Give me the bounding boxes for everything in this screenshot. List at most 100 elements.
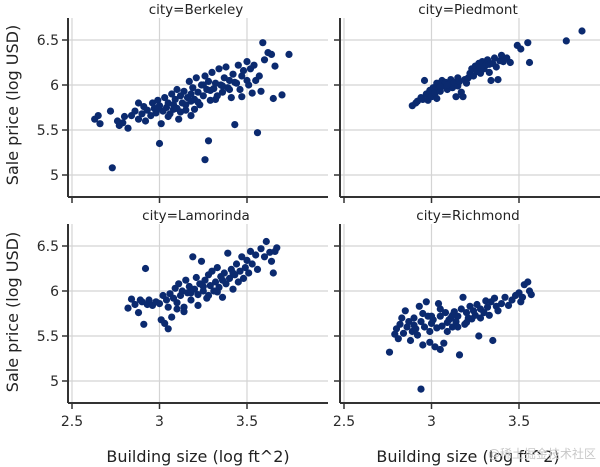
data-point [218,276,227,284]
data-point [525,58,534,67]
data-point [225,85,234,94]
data-point [273,244,281,252]
data-point [517,45,525,53]
data-point [243,76,251,85]
data-point [182,276,190,284]
data-point [443,81,451,89]
data-point [134,115,143,123]
x-axis-title-right: Building size (log ft^2) [376,447,559,466]
data-point [199,92,207,100]
data-point [192,74,200,82]
data-point [185,77,193,85]
data-point [454,74,462,82]
data-point [201,156,209,164]
data-point [490,294,499,302]
data-point [194,98,202,106]
data-point [260,253,269,261]
data-point [138,110,146,118]
data-point [438,322,446,330]
data-point [269,94,277,103]
data-point [148,99,157,107]
data-point [238,253,246,261]
data-point [211,278,220,286]
data-point [106,107,115,115]
data-point [415,302,423,310]
y-axis-title-bottom: Sale price (log USD) [3,232,22,392]
data-point [218,82,227,90]
data-point [241,264,249,272]
data-point [213,264,221,272]
data-point [485,60,493,68]
y-tick-label: 6.5 [37,33,59,49]
panel-piedmont: city=Piedmont [334,2,600,203]
data-point [524,39,532,47]
data-point [215,65,223,73]
x-tick-label: 2.5 [333,414,355,430]
y-tick-label: 5.5 [37,329,59,345]
data-point [422,298,430,306]
data-point [204,137,213,145]
data-point [234,61,242,69]
data-point [224,249,232,257]
x-tick-label: 3.5 [236,414,258,430]
data-point [454,323,462,331]
data-point [155,300,164,308]
data-point [154,96,162,104]
data-point [218,88,227,96]
data-point [243,58,251,66]
data-point [231,121,239,129]
data-point [436,345,444,354]
data-point [211,95,220,103]
data-point [489,336,497,345]
data-point [201,276,209,284]
data-point [119,119,127,127]
data-point [208,68,216,76]
data-point [394,335,402,343]
data-point [476,64,485,72]
data-point [168,313,176,321]
data-point [436,83,444,91]
data-point [189,84,197,92]
data-point [232,260,241,268]
data-point [417,318,425,326]
x-tick-label: 2.5 [61,414,83,430]
data-point [419,341,427,349]
x-axis-title-left: Building size (log ft^2) [106,447,289,466]
data-point [480,309,488,317]
data-point [197,257,206,265]
data-point [431,343,439,351]
data-point [173,305,181,313]
data-point [155,139,164,148]
data-point [405,318,413,326]
data-point [492,63,500,71]
data-point [427,312,436,320]
data-point [190,105,199,113]
data-point [246,247,255,255]
data-point [199,282,207,291]
data-point [108,164,116,172]
data-point [485,68,493,76]
data-point [187,90,195,98]
data-point [220,269,228,277]
data-point [494,307,502,315]
y-axis-title-top: Sale price (log USD) [3,25,22,185]
data-point [260,56,269,64]
data-point [412,325,420,333]
data-point [278,91,286,99]
data-point [457,305,465,313]
data-point [448,323,457,331]
data-point [187,112,195,120]
data-point [227,94,235,102]
data-point [497,51,506,59]
data-point [420,323,429,331]
watermark: @稀土掘金技术社区 [488,446,596,461]
data-point [138,298,146,306]
data-point [248,260,256,268]
data-point [455,351,464,359]
data-point [199,81,207,89]
data-point [267,50,276,59]
data-point [506,58,514,67]
data-point [420,76,429,85]
data-point [171,95,179,103]
data-point [204,291,213,300]
